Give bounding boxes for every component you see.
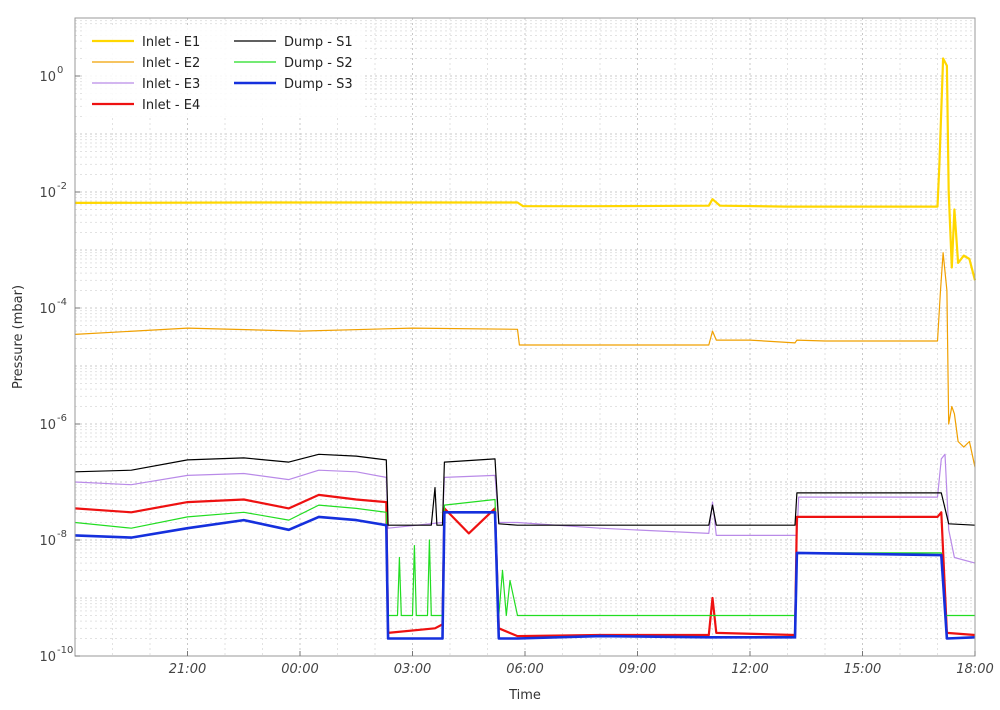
x-tick-labels: 21:00 00:00 03:00 06:00 09:00 12:00 15:00 18:00	[169, 651, 994, 677]
legend: Inlet - E1 Inlet - E2 Inlet - E3 Inlet - E4…	[84, 26, 362, 118]
y-tick-exponent: -8	[57, 529, 67, 540]
x-tick-label: 03:00	[394, 662, 431, 677]
legend-label-dump-s3: Dump - S3	[284, 77, 353, 92]
x-tick-label: 18:00	[956, 662, 993, 677]
y-tick-exponent: -10	[57, 645, 73, 656]
series-line-inlet-e3	[74, 453, 976, 564]
series-line-dump-s2	[74, 498, 975, 617]
x-tick-label: 06:00	[506, 662, 543, 677]
x-tick-label: 15:00	[844, 662, 881, 677]
x-axis-title: Time	[508, 688, 541, 703]
series-lines	[74, 57, 977, 640]
y-tick-label: 10	[39, 302, 56, 317]
series-line-dump-s1	[74, 453, 976, 526]
legend-label-dump-s1: Dump - S1	[284, 35, 353, 50]
series-line-dump-s3	[74, 510, 976, 640]
legend-label-inlet-e1: Inlet - E1	[142, 35, 200, 50]
series-line-inlet-e4	[74, 493, 976, 638]
y-tick-label: 10	[39, 534, 56, 549]
x-tick-label: 21:00	[169, 662, 206, 677]
x-tick-label: 09:00	[619, 662, 656, 677]
series-line-inlet-e2	[74, 252, 976, 468]
y-tick-label: 10	[39, 70, 56, 85]
legend-label-dump-s2: Dump - S2	[284, 56, 353, 71]
y-tick-exponent: -2	[57, 181, 67, 192]
legend-label-inlet-e2: Inlet - E2	[142, 56, 200, 71]
legend-label-inlet-e3: Inlet - E3	[142, 77, 200, 92]
y-tick-exponent: -4	[57, 297, 67, 308]
y-tick-label: 10	[39, 418, 56, 433]
y-tick-label: 10	[39, 186, 56, 201]
x-tick-label: 12:00	[731, 662, 768, 677]
grid	[75, 17, 976, 657]
y-tick-exponent: -6	[57, 413, 67, 424]
legend-label-inlet-e4: Inlet - E4	[142, 98, 200, 113]
series-line-inlet-e1	[74, 57, 977, 281]
y-tick-exponent: 0	[57, 65, 63, 76]
x-tick-label: 00:00	[281, 662, 318, 677]
y-axis-title: Pressure (mbar)	[11, 285, 26, 389]
y-tick-label: 10	[39, 650, 56, 665]
